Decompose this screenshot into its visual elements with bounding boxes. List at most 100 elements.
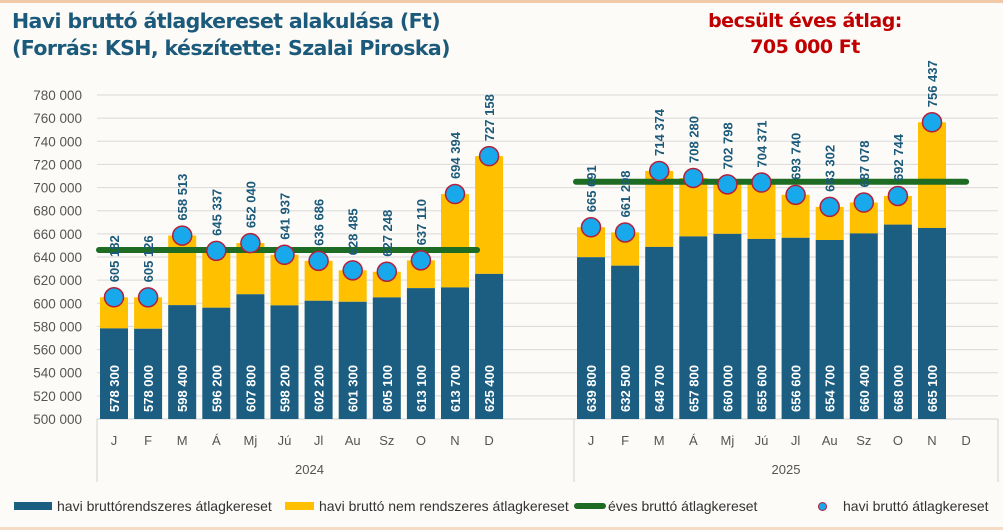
bar-irregular xyxy=(168,235,197,306)
x-tick-label: J xyxy=(588,433,595,448)
x-tick-label: D xyxy=(484,433,493,448)
regular-value-label: 654 700 xyxy=(823,365,838,412)
bar-regular xyxy=(849,233,878,419)
bar-irregular xyxy=(441,194,469,288)
x-tick-label: J xyxy=(111,433,118,448)
total-value-label: 702 798 xyxy=(720,122,735,169)
regular-value-label: 578 000 xyxy=(141,365,156,412)
total-value-label: 605 126 xyxy=(141,235,156,282)
total-value-label: 627 248 xyxy=(380,210,395,257)
monthly-total-marker xyxy=(614,222,636,243)
x-tick-label: F xyxy=(621,433,629,448)
regular-value-label: 613 700 xyxy=(448,365,463,412)
x-tick-label: O xyxy=(893,433,903,448)
regular-value-label: 655 600 xyxy=(755,365,770,412)
x-tick-label: Au xyxy=(822,433,838,448)
legend-label-annual: éves bruttó átlagkereset xyxy=(608,498,758,514)
group-label: 2024 xyxy=(295,462,324,477)
y-tick-label: 780 000 xyxy=(33,88,82,103)
x-tick-label: M xyxy=(177,433,188,448)
regular-value-label: 602 200 xyxy=(312,365,327,412)
x-tick-label: O xyxy=(416,433,426,448)
bar-regular xyxy=(168,305,197,419)
total-value-label: 628 485 xyxy=(346,208,361,255)
total-value-label: 637 110 xyxy=(414,199,429,245)
monthly-total-marker xyxy=(342,260,363,281)
regular-value-label: 613 100 xyxy=(414,365,429,412)
total-value-label: 636 686 xyxy=(312,199,327,246)
y-tick-label: 620 000 xyxy=(33,273,82,288)
top-border xyxy=(0,0,1003,3)
regular-value-label: 578 300 xyxy=(107,365,122,412)
bar-regular xyxy=(475,273,504,419)
legend-marker-monthly xyxy=(818,501,827,511)
total-value-label: 687 078 xyxy=(857,141,872,188)
total-value-label: 694 394 xyxy=(448,131,463,179)
legend-label-monthly: havi bruttó átlagkereset xyxy=(843,498,989,514)
bar-regular xyxy=(270,305,299,419)
monthly-total-marker xyxy=(410,250,432,271)
bar-regular xyxy=(645,246,674,419)
y-tick-label: 560 000 xyxy=(33,343,82,358)
chart-title: Havi bruttó átlagkereset alakulása (Ft) … xyxy=(12,8,450,62)
bar-regular xyxy=(304,300,333,419)
monthly-total-marker xyxy=(444,183,466,205)
monthly-total-marker xyxy=(751,172,772,193)
monthly-total-marker xyxy=(887,185,909,207)
bar-irregular xyxy=(475,156,504,274)
y-tick-label: 760 000 xyxy=(33,111,82,126)
legend-item-annual: éves bruttó átlagkereset xyxy=(574,498,757,514)
total-value-label: 652 040 xyxy=(243,181,258,228)
monthly-total-marker xyxy=(853,192,875,213)
total-value-label: 692 744 xyxy=(891,133,906,181)
bar-regular xyxy=(815,239,844,419)
total-value-label: 714 374 xyxy=(652,108,667,156)
legend: havi bruttórendszeres átlagkereset havi … xyxy=(0,494,1003,520)
y-tick-label: 740 000 xyxy=(33,134,82,149)
estimate-line-1: becsült éves átlag: xyxy=(708,10,902,32)
bar-regular xyxy=(747,238,776,419)
legend-label-regular: havi bruttórendszeres átlagkereset xyxy=(57,498,272,514)
monthly-total-marker xyxy=(240,232,261,254)
regular-value-label: 639 800 xyxy=(584,365,599,412)
regular-value-label: 656 600 xyxy=(789,365,804,412)
title-line-1: Havi bruttó átlagkereset alakulása (Ft) xyxy=(12,9,441,33)
estimate-annotation: becsült éves átlag: 705 000 Ft xyxy=(680,8,930,60)
title-line-2: (Forrás: KSH, készítette: Szalai Piroska… xyxy=(12,36,450,60)
y-tick-label: 700 000 xyxy=(33,181,82,196)
monthly-total-marker xyxy=(648,160,670,182)
y-tick-label: 540 000 xyxy=(33,366,82,381)
y-tick-label: 660 000 xyxy=(33,227,82,242)
bar-regular xyxy=(713,233,742,419)
bar-regular xyxy=(372,297,401,419)
regular-value-label: 598 400 xyxy=(175,365,190,412)
total-value-label: 693 740 xyxy=(789,133,804,180)
bar-regular xyxy=(883,224,912,419)
regular-value-label: 657 800 xyxy=(686,365,701,412)
legend-item-regular: havi bruttórendszeres átlagkereset xyxy=(14,498,272,514)
legend-swatch-regular xyxy=(14,502,52,510)
y-tick-label: 640 000 xyxy=(33,250,82,265)
x-tick-label: Jl xyxy=(314,433,324,448)
bar-regular xyxy=(918,227,946,419)
total-value-label: 727 158 xyxy=(482,94,497,141)
x-tick-label: M xyxy=(654,433,665,448)
regular-value-label: 668 000 xyxy=(891,365,906,412)
legend-label-irregular: havi bruttó nem rendszeres átlagkereset xyxy=(319,498,569,514)
x-tick-label: F xyxy=(144,433,152,448)
monthly-total-marker xyxy=(171,225,193,246)
regular-value-label: 648 700 xyxy=(652,365,667,412)
regular-value-label: 632 500 xyxy=(618,365,633,412)
bar-irregular xyxy=(918,122,946,228)
monthly-total-marker xyxy=(206,240,227,262)
x-tick-label: Au xyxy=(345,433,361,448)
bar-regular xyxy=(100,328,128,419)
x-tick-label: Jl xyxy=(791,433,801,448)
x-tick-label: Sz xyxy=(379,433,394,448)
total-value-label: 605 182 xyxy=(107,235,122,282)
monthly-total-marker xyxy=(274,244,295,266)
monthly-total-marker xyxy=(683,167,704,189)
y-tick-label: 500 000 xyxy=(33,412,82,427)
regular-value-label: 596 200 xyxy=(209,365,224,412)
